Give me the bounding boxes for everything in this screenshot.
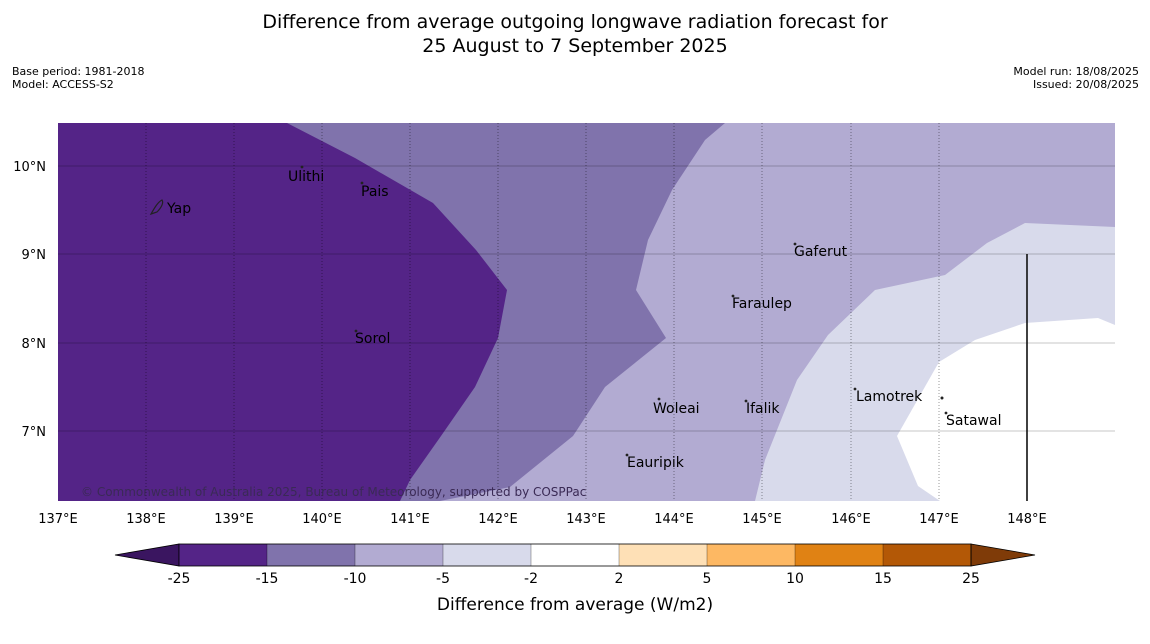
issued-date: Issued: 20/08/2025 (1032, 78, 1139, 91)
colorbar-below-arrow (114, 543, 180, 567)
lon-label-141e: 141°E (390, 512, 430, 527)
lon-label-147e: 147°E (919, 512, 959, 527)
longitude-labels: 137°E 138°E 139°E 140°E 141°E 142°E 143°… (38, 512, 1047, 527)
place-label-ifalik: Ifalik (746, 401, 780, 417)
place-label-eauripik: Eauripik (627, 455, 685, 471)
lon-label-139e: 139°E (214, 512, 254, 527)
pais-island-icon (360, 181, 364, 185)
model-run: Model run: 18/08/2025 (1013, 65, 1139, 78)
colorbar-tick-9: 25 (962, 571, 980, 587)
place-label-faraulep: Faraulep (732, 296, 792, 312)
lamotrek-east-island-icon (940, 396, 944, 400)
place-label-satawal: Satawal (946, 413, 1001, 429)
lon-label-145e: 145°E (742, 512, 782, 527)
place-label-sorol: Sorol (355, 331, 390, 347)
lon-label-137e: 137°E (38, 512, 78, 527)
meta-right: Model run: 18/08/2025 Issued: 20/08/2025 (1013, 65, 1139, 91)
place-label-woleai: Woleai (653, 401, 700, 417)
colorbar-bin-6 (619, 544, 707, 566)
region-minus-25-to-minus-15 (58, 123, 507, 501)
lon-label-140e: 140°E (302, 512, 342, 527)
place-label-pais: Pais (361, 184, 389, 200)
ifalik-island-icon (744, 399, 748, 403)
place-labels: Yap Ulithi Pais Sorol Gaferut Faraulep W… (166, 169, 1001, 471)
lat-label-9n: 9°N (22, 248, 47, 263)
colorbar-tick-7: 10 (786, 571, 804, 587)
lon-label-146e: 146°E (831, 512, 871, 527)
faraulep-island-icon (731, 294, 735, 298)
ulithi-island-icon (300, 165, 304, 169)
colorbar-outline (178, 543, 972, 567)
islands (149, 165, 948, 457)
colorbar-tick-1: -15 (256, 571, 279, 587)
colorbar-bin-3 (355, 544, 443, 566)
colorbar: -25 -15 -10 -5 -2 2 5 10 15 25 Differenc… (114, 543, 1036, 615)
lat-label-8n: 8°N (22, 337, 47, 352)
gaferut-island-icon (793, 242, 797, 246)
colorbar-title: Difference from average (W/m2) (437, 595, 713, 615)
place-label-lamotrek: Lamotrek (856, 389, 923, 405)
place-label-gaferut: Gaferut (794, 244, 848, 260)
place-label-ulithi: Ulithi (288, 169, 324, 185)
colorbar-tick-8: 15 (874, 571, 892, 587)
sorol-island-icon (354, 329, 358, 333)
colorbar-bin-5 (531, 544, 619, 566)
colorbar-tick-4: -2 (524, 571, 538, 587)
colorbar-tick-2: -10 (344, 571, 367, 587)
model-name: Model: ACCESS-S2 (12, 78, 114, 91)
lamotrek-island-icon (853, 387, 857, 391)
colorbar-tick-0: -25 (168, 571, 191, 587)
forecast-map: Yap Ulithi Pais Sorol Gaferut Faraulep W… (58, 123, 1115, 501)
lon-label-138e: 138°E (126, 512, 166, 527)
lat-label-10n: 10°N (13, 160, 46, 175)
colorbar-bin-8 (795, 544, 883, 566)
colorbar-bin-9 (883, 544, 971, 566)
lon-label-143e: 143°E (566, 512, 606, 527)
copyright-notice: © Commonwealth of Australia 2025, Bureau… (81, 485, 586, 499)
lat-label-7n: 7°N (22, 425, 47, 440)
colorbar-bin-2 (267, 544, 355, 566)
place-label-yap: Yap (166, 201, 191, 217)
colorbar-bin-4 (443, 544, 531, 566)
woleai-island-icon (657, 397, 661, 401)
title-line-1: Difference from average outgoing longwav… (262, 11, 888, 33)
satawal-island-icon (944, 411, 948, 415)
latitude-labels: 10°N 9°N 8°N 7°N (13, 160, 46, 440)
meta-left: Base period: 1981-2018 Model: ACCESS-S2 (12, 65, 144, 91)
colorbar-bin-7 (707, 544, 795, 566)
graticule (58, 123, 1115, 501)
map-title: Difference from average outgoing longwav… (0, 10, 1150, 58)
lon-label-148e: 148°E (1007, 512, 1047, 527)
colorbar-tick-6: 5 (703, 571, 712, 587)
region-minus-2-to-2 (897, 318, 1115, 501)
colorbar-tick-5: 2 (615, 571, 624, 587)
title-line-2: 25 August to 7 September 2025 (422, 35, 728, 57)
lon-label-142e: 142°E (478, 512, 518, 527)
colorbar-tick-3: -5 (436, 571, 450, 587)
colorbar-above-arrow (970, 543, 1036, 567)
eauripik-island-icon (625, 453, 629, 457)
lon-label-144e: 144°E (654, 512, 694, 527)
base-period: Base period: 1981-2018 (12, 65, 145, 78)
yap-island-icon (149, 199, 164, 216)
colorbar-bin-1 (179, 544, 267, 566)
